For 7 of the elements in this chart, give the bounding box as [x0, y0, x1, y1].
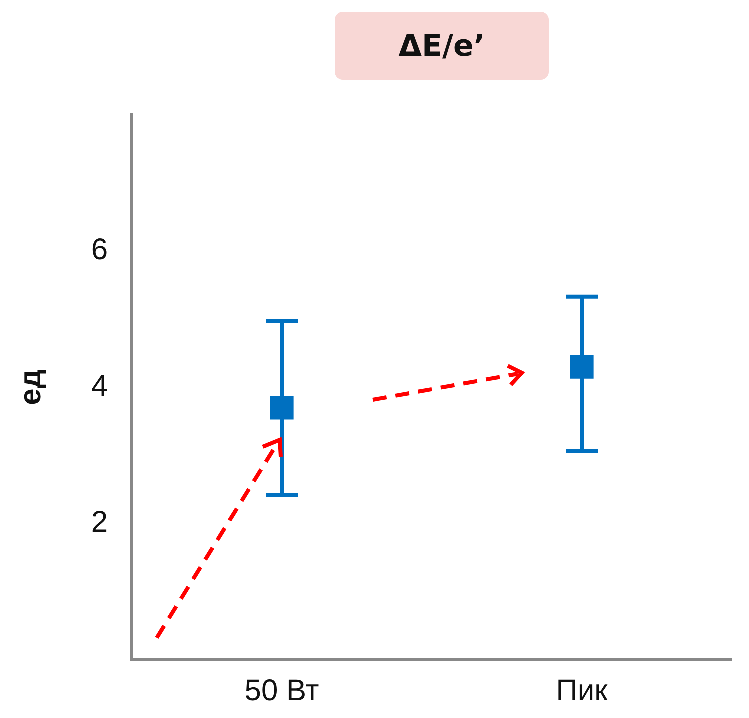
chart-title: ΔE/e’	[335, 12, 549, 80]
y-tick-label: 6	[91, 234, 108, 267]
x-tick-label: Пик	[556, 674, 609, 708]
y-tick-label: 4	[91, 370, 108, 403]
y-tick-label: 2	[91, 506, 108, 540]
y-axis-title: ед	[14, 370, 48, 406]
x-tick-label: 50 Вт	[244, 674, 320, 708]
